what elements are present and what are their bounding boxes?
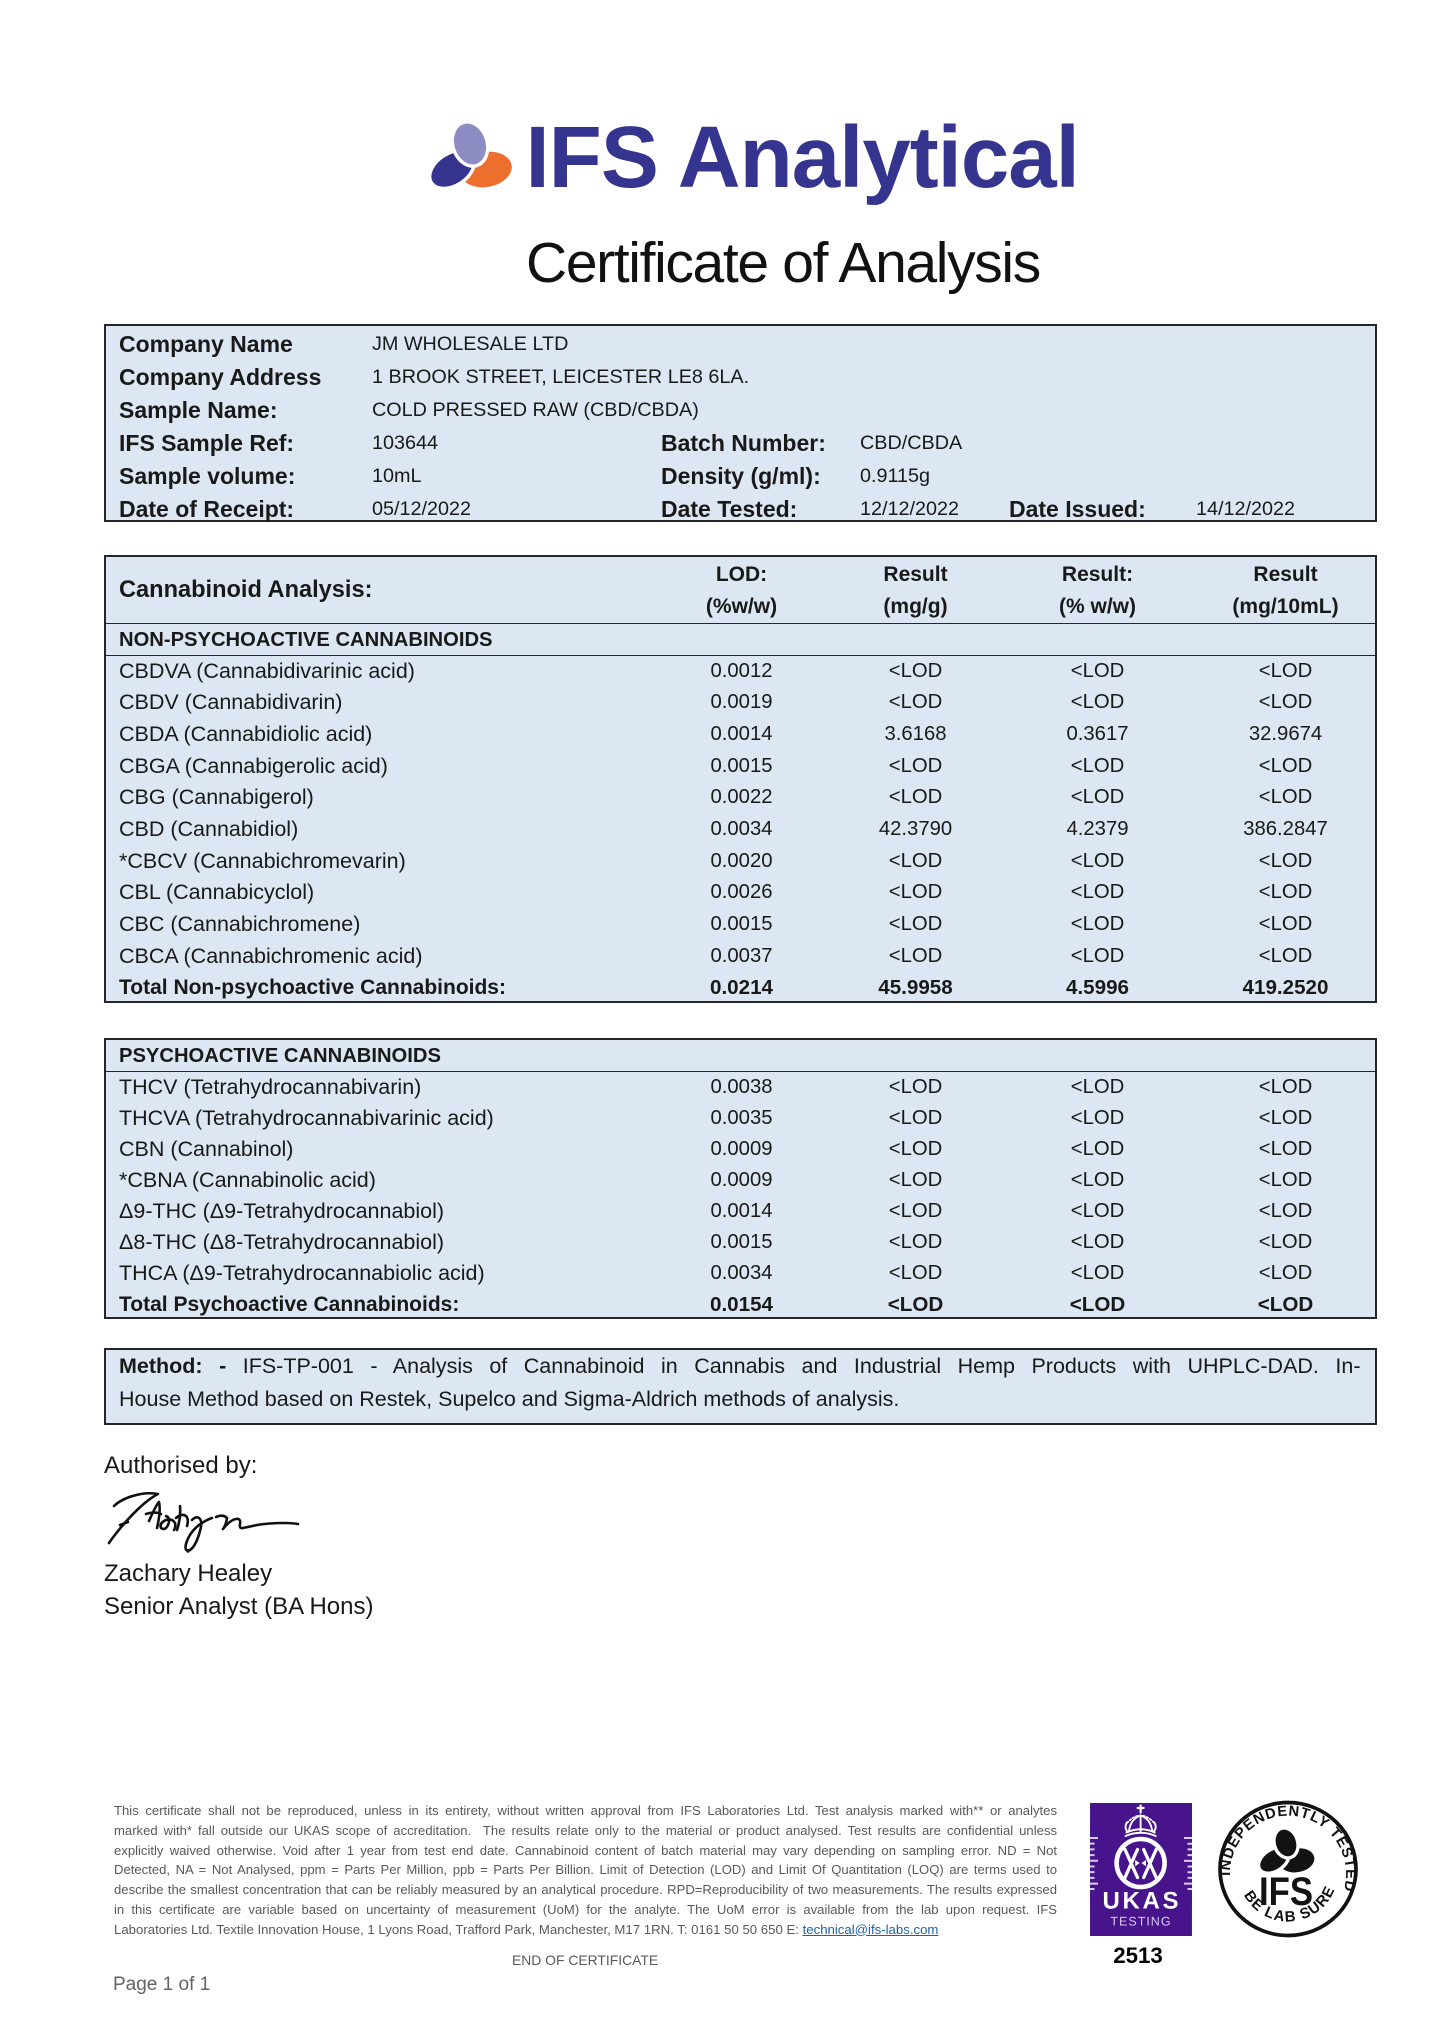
svg-text:IFS: IFS bbox=[1259, 1870, 1313, 1914]
svg-text:TESTING: TESTING bbox=[1110, 1914, 1171, 1928]
